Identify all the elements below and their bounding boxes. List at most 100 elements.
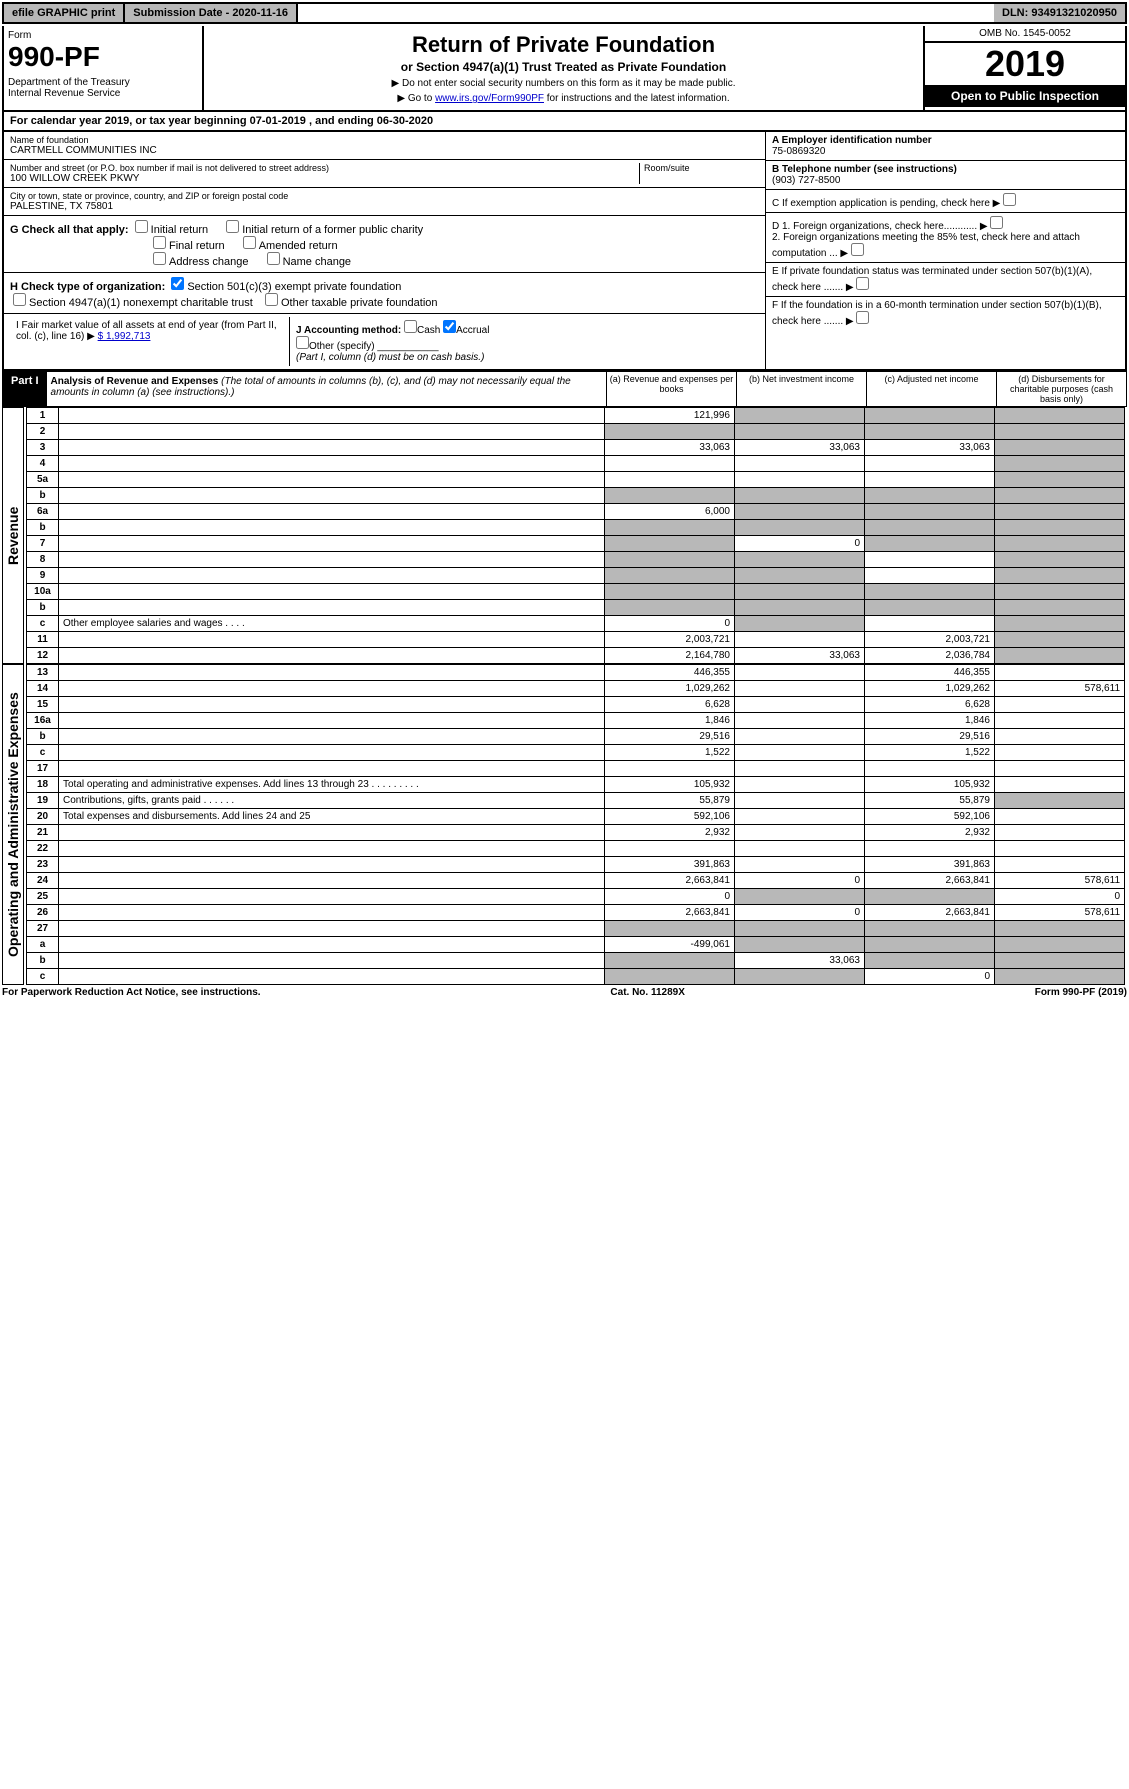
col-d-cell — [995, 809, 1125, 825]
table-row: 333,06333,06333,063 — [27, 440, 1125, 456]
f-label: F If the foundation is in a 60-month ter… — [772, 300, 1102, 327]
form-number: 990-PF — [8, 41, 198, 73]
row-desc — [59, 713, 605, 729]
col-b-cell — [735, 889, 865, 905]
other-method-checkbox[interactable] — [296, 336, 309, 349]
row-num: 6a — [27, 504, 59, 520]
col-a-cell: 105,932 — [605, 777, 735, 793]
other-taxable-checkbox[interactable] — [265, 293, 278, 306]
exemption-pending-checkbox[interactable] — [1003, 193, 1016, 206]
cash-checkbox[interactable] — [404, 320, 417, 333]
dln-label: DLN: 93491321020950 — [994, 4, 1125, 22]
table-row: 23391,863391,863 — [27, 857, 1125, 873]
col-b-cell — [735, 552, 865, 568]
col-b-cell — [735, 809, 865, 825]
col-a-cell — [605, 488, 735, 504]
col-c-cell — [865, 424, 995, 440]
col-b-cell: 33,063 — [735, 953, 865, 969]
table-row: 141,029,2621,029,262578,611 — [27, 681, 1125, 697]
table-row: cOther employee salaries and wages . . .… — [27, 616, 1125, 632]
row-desc — [59, 568, 605, 584]
row-desc — [59, 889, 605, 905]
table-row: 70 — [27, 536, 1125, 552]
row-num: c — [27, 616, 59, 632]
status-terminated-checkbox[interactable] — [856, 277, 869, 290]
row-desc — [59, 424, 605, 440]
col-d-cell — [995, 937, 1125, 953]
row-desc — [59, 697, 605, 713]
city-label: City or town, state or province, country… — [10, 191, 759, 201]
col-a-cell: 1,846 — [605, 713, 735, 729]
row-num: 4 — [27, 456, 59, 472]
table-row: 22 — [27, 841, 1125, 857]
part-1-title: Analysis of Revenue and Expenses — [51, 376, 219, 387]
col-c-cell — [865, 504, 995, 520]
row-desc — [59, 665, 605, 681]
col-c-cell: 6,628 — [865, 697, 995, 713]
col-a-cell: 2,003,721 — [605, 632, 735, 648]
col-b-cell — [735, 681, 865, 697]
row-desc: Other employee salaries and wages . . . … — [59, 616, 605, 632]
col-c-cell: 29,516 — [865, 729, 995, 745]
final-return-checkbox[interactable] — [153, 236, 166, 249]
initial-former-checkbox[interactable] — [226, 220, 239, 233]
g-opt-2: Final return — [169, 240, 225, 252]
initial-return-checkbox[interactable] — [135, 220, 148, 233]
table-row: b — [27, 488, 1125, 504]
col-c-cell — [865, 600, 995, 616]
col-b-cell — [735, 713, 865, 729]
col-b-cell: 33,063 — [735, 648, 865, 664]
col-a-cell — [605, 456, 735, 472]
col-d-cell — [995, 504, 1125, 520]
col-c-header: (c) Adjusted net income — [866, 372, 996, 406]
col-a-header: (a) Revenue and expenses per books — [606, 372, 736, 406]
open-public-label: Open to Public Inspection — [925, 85, 1125, 107]
col-a-cell — [605, 953, 735, 969]
foreign-org-checkbox[interactable] — [990, 216, 1003, 229]
row-desc — [59, 921, 605, 937]
row-num: 17 — [27, 761, 59, 777]
instructions-link[interactable]: www.irs.gov/Form990PF — [435, 93, 544, 104]
row-desc — [59, 825, 605, 841]
table-row: 18Total operating and administrative exp… — [27, 777, 1125, 793]
row-desc: Total expenses and disbursements. Add li… — [59, 809, 605, 825]
501c3-checkbox[interactable] — [171, 277, 184, 290]
revenue-table: 1121,9962333,06333,06333,06345ab6a6,000b… — [26, 407, 1125, 664]
col-d-cell — [995, 665, 1125, 681]
row-num: c — [27, 969, 59, 985]
row-desc: Contributions, gifts, grants paid . . . … — [59, 793, 605, 809]
table-row: 112,003,7212,003,721 — [27, 632, 1125, 648]
table-row: c1,5221,522 — [27, 745, 1125, 761]
col-b-header: (b) Net investment income — [736, 372, 866, 406]
col-a-cell: 121,996 — [605, 408, 735, 424]
col-a-cell: 592,106 — [605, 809, 735, 825]
row-num: 14 — [27, 681, 59, 697]
address-change-checkbox[interactable] — [153, 252, 166, 265]
col-a-cell: 446,355 — [605, 665, 735, 681]
row-desc — [59, 440, 605, 456]
col-b-cell: 33,063 — [735, 440, 865, 456]
foreign-85-checkbox[interactable] — [851, 243, 864, 256]
row-desc — [59, 905, 605, 921]
accrual-checkbox[interactable] — [443, 320, 456, 333]
col-d-cell — [995, 520, 1125, 536]
col-c-cell: 391,863 — [865, 857, 995, 873]
col-b-cell: 0 — [735, 536, 865, 552]
col-c-cell: 2,003,721 — [865, 632, 995, 648]
name-change-checkbox[interactable] — [267, 252, 280, 265]
col-c-cell — [865, 488, 995, 504]
4947-checkbox[interactable] — [13, 293, 26, 306]
row-num: b — [27, 520, 59, 536]
row-desc — [59, 873, 605, 889]
fmv-value[interactable]: $ 1,992,713 — [98, 331, 151, 342]
row-num: 24 — [27, 873, 59, 889]
col-d-cell — [995, 600, 1125, 616]
row-num: 12 — [27, 648, 59, 664]
amended-return-checkbox[interactable] — [243, 236, 256, 249]
60-month-checkbox[interactable] — [856, 311, 869, 324]
col-d-cell — [995, 857, 1125, 873]
part-1-label: Part I — [3, 372, 47, 406]
table-row: 27 — [27, 921, 1125, 937]
col-d-cell — [995, 761, 1125, 777]
col-a-cell: 33,063 — [605, 440, 735, 456]
